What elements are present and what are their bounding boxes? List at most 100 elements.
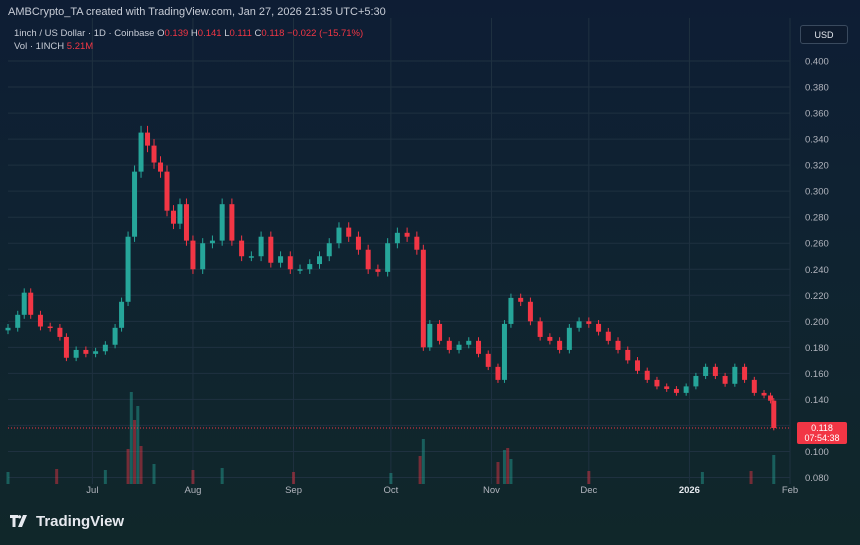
candle-body [200,243,206,270]
candle-body [673,388,679,393]
y-tick-label: 0.360 [805,109,829,120]
candle-body [751,379,757,393]
x-tick-label: Feb [782,485,798,496]
last-price-tag: 0.118 07:54:38 [797,422,847,445]
candle-body [596,323,602,332]
symbol-label[interactable]: 1inch / US Dollar · 1D · Coinbase [14,28,155,39]
candle-body [683,386,689,393]
candle-body [732,366,738,384]
candle-body [446,340,452,350]
candle-body [287,256,293,270]
y-tick-label: 0.380 [805,83,829,94]
candle-body [229,204,235,241]
x-tick-label: Nov [483,485,500,496]
symbol-legend: 1inch / US Dollar · 1D · Coinbase O0.139… [14,28,363,39]
candle-body [527,301,533,322]
volume-bar [133,420,137,484]
candle-body [394,232,400,244]
candle-body [307,264,313,270]
candle-body [63,336,69,358]
candle-body [278,256,284,263]
y-tick-label: 0.160 [805,369,829,380]
candle-body [326,243,332,257]
tradingview-logo[interactable]: TradingView [10,513,124,530]
candle-body [495,366,501,380]
y-tick-label: 0.280 [805,213,829,224]
volume-bar [509,459,513,484]
candle-body [485,353,491,367]
volume-bar [126,449,130,484]
candle-body [248,256,254,258]
candle-body [437,323,443,341]
volume-bar [587,471,591,484]
last-price: 0.118 [811,423,833,434]
candle-body [501,323,507,380]
candle-body [385,243,391,272]
volume-bar [389,473,393,484]
close-label: C [254,28,262,39]
x-tick-label: Oct [383,485,398,496]
low-value: 0.111 [229,28,252,39]
candle-body [5,327,11,331]
candle-body [125,236,131,302]
candle-body [219,204,225,241]
candle-body [375,269,381,272]
open-label: O [157,28,165,39]
high-label: H [190,28,198,39]
candle-body [566,327,572,350]
candle-body [693,375,699,387]
candle-body [634,360,640,371]
volume-bar [700,472,704,484]
change-value: −0.022 (−15.71%) [287,28,364,39]
volume-bar [418,456,422,484]
y-tick-label: 0.240 [805,265,829,276]
y-tick-label: 0.200 [805,317,829,328]
volume-bar [191,470,195,484]
candle-body [112,327,118,345]
volume-bar [421,439,425,484]
x-tick-label: 2026 [679,485,700,496]
candle-body [414,236,420,250]
y-tick-label: 0.220 [805,291,829,302]
candle-body [57,327,63,337]
volume-bar [749,471,753,484]
candle-body [365,249,371,270]
open-value: 0.139 [164,28,189,39]
candle-body [164,171,170,211]
candle-body [158,162,164,172]
candle-body [586,321,592,324]
candle-body [28,292,34,315]
candle-body [654,379,660,387]
candle-body [102,344,108,352]
currency-button[interactable]: USD [800,25,848,44]
bar-countdown: 07:54:38 [804,433,840,444]
volume-bar [129,392,133,484]
volume-bar [103,470,107,484]
x-tick-label: Aug [185,485,202,496]
high-value: 0.141 [197,28,222,39]
y-tick-label: 0.400 [805,57,829,68]
volume-bar [220,468,224,484]
candle-body [427,323,433,348]
candle-body [132,171,138,237]
candle-body [258,236,264,257]
volume-bar [502,450,506,484]
candle-body [703,366,709,376]
candle-body [297,269,303,271]
candle-body [93,351,99,354]
y-tick-label: 0.180 [805,343,829,354]
volume-label[interactable]: Vol · 1INCH [14,41,65,52]
y-tick-label: 0.140 [805,395,829,406]
candle-body [547,336,553,341]
created-by-line: AMBCrypto_TA created with TradingView.co… [8,6,386,18]
candle-body [317,256,323,265]
candle-body [355,236,361,250]
y-tick-label: 0.300 [805,187,829,198]
candle-body [712,366,718,376]
candle-body [557,340,563,350]
candle-body [190,240,196,270]
y-tick-label: 0.100 [805,447,829,458]
volume-value: 5.21M [66,41,94,52]
volume-legend: Vol · 1INCH 5.21M [14,41,93,52]
